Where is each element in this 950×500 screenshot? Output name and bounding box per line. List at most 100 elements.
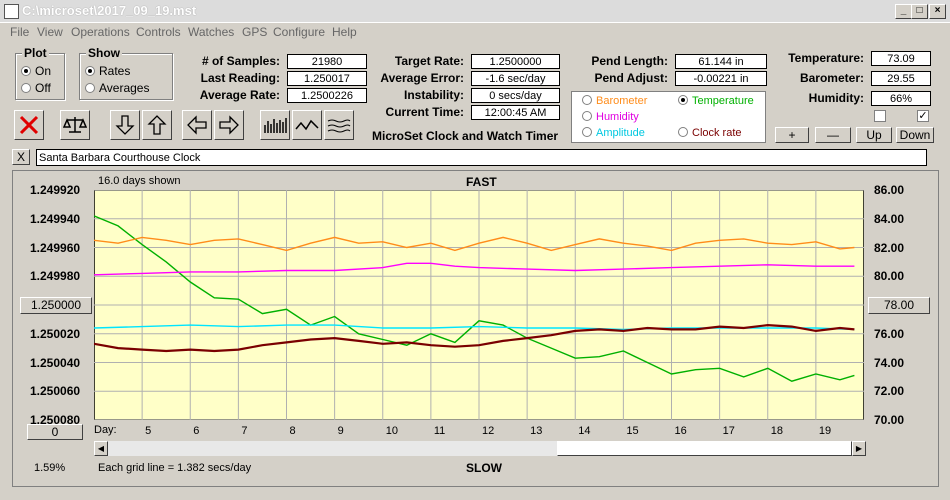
- day-tick-label: 6: [193, 425, 200, 437]
- stop-button[interactable]: [14, 110, 44, 140]
- title-bar: C:\microset\2017_09_19.mst _ □ ×: [0, 0, 950, 23]
- plot-on-label: On: [35, 64, 52, 78]
- target-rate-label: Target Rate:: [394, 54, 464, 68]
- legend-barometer-radio[interactable]: Barometer: [582, 95, 647, 107]
- menu-file[interactable]: File: [10, 25, 30, 39]
- right-center-value-button[interactable]: 78.00: [868, 297, 930, 314]
- up-button[interactable]: Up: [856, 127, 892, 143]
- corner-percent: 1.59%: [34, 462, 66, 474]
- left-axis-tick: 1.249980: [30, 269, 81, 284]
- minus-button[interactable]: —: [815, 127, 851, 143]
- day-tick-label: 17: [722, 425, 735, 437]
- right-axis-tick: 84.00: [874, 211, 905, 226]
- plot-on-radio[interactable]: On: [21, 64, 51, 78]
- grid-note: Each grid line = 1.382 secs/day: [98, 462, 252, 474]
- samples-label: # of Samples:: [201, 54, 280, 68]
- series-barometer-line: [94, 236, 855, 252]
- clear-clock-name-button[interactable]: X: [12, 149, 30, 165]
- wave-view-button[interactable]: [292, 110, 322, 140]
- left-axis-tick: 1.249960: [30, 240, 81, 255]
- show-group-title: Show: [86, 46, 122, 60]
- day-tick-label: 10: [385, 425, 398, 437]
- scroll-left-button[interactable]: [182, 110, 212, 140]
- scroll-right-arrow[interactable]: ▶: [852, 441, 866, 456]
- chart-plot-area: [94, 190, 864, 420]
- checkbox-left[interactable]: [874, 110, 886, 122]
- last-reading-label: Last Reading:: [200, 71, 280, 85]
- left-axis-tick: 1.249940: [30, 211, 81, 226]
- scroll-left-arrow[interactable]: ◀: [94, 441, 108, 456]
- scroll-down-button[interactable]: [110, 110, 140, 140]
- bar-view-button[interactable]: [260, 110, 290, 140]
- day-tick-label: 9: [337, 425, 344, 437]
- menu-configure[interactable]: Configure: [273, 25, 326, 39]
- samples-field: 21980: [287, 54, 367, 69]
- arrow-down-icon: [115, 115, 135, 135]
- series-humidity-line: [94, 262, 855, 276]
- menu-help[interactable]: Help: [332, 25, 357, 39]
- slow-label: SLOW: [466, 461, 502, 475]
- legend-clockrate-radio[interactable]: Clock rate: [678, 127, 742, 139]
- scroll-up-button[interactable]: [142, 110, 172, 140]
- right-axis-tick: 76.00: [874, 326, 905, 341]
- legend-temperature-radio[interactable]: Temperature: [678, 95, 754, 107]
- scroll-right-button[interactable]: [214, 110, 244, 140]
- average-rate-label: Average Rate:: [199, 88, 280, 102]
- plot-frame: [12, 170, 939, 487]
- temperature-label: Temperature:: [788, 51, 864, 65]
- scroll-thumb[interactable]: [557, 441, 852, 456]
- menu-view[interactable]: View: [37, 25, 63, 39]
- checkbox-right[interactable]: ✓: [917, 110, 929, 122]
- average-rate-field: 1.2500226: [287, 88, 367, 103]
- show-averages-radio[interactable]: Averages: [85, 81, 149, 95]
- menu-gps[interactable]: GPS: [242, 25, 268, 39]
- average-error-label: Average Error:: [380, 71, 464, 85]
- left-axis-tick: 1.250020: [30, 326, 81, 341]
- chart-scrollbar[interactable]: ◀ ▶: [94, 441, 866, 456]
- show-rates-radio[interactable]: Rates: [85, 64, 130, 78]
- left-axis-tick: 1.250060: [30, 384, 81, 399]
- pend-adjust-label: Pend Adjust:: [594, 71, 668, 85]
- menu-operations[interactable]: Operations: [71, 25, 130, 39]
- lines-view-button[interactable]: [324, 110, 354, 140]
- day-tick-label: 13: [530, 425, 543, 437]
- plot-group: Plot On Off: [15, 46, 65, 100]
- left-axis-tick: 1.250080: [30, 413, 81, 427]
- balance-button[interactable]: [60, 110, 90, 140]
- down-button[interactable]: Down: [896, 127, 934, 143]
- right-axis-tick: 82.00: [874, 240, 905, 255]
- day-tick-label: 18: [770, 425, 783, 437]
- legend-amplitude-radio[interactable]: Amplitude: [582, 127, 645, 139]
- plot-off-radio[interactable]: Off: [21, 81, 51, 95]
- menu-controls[interactable]: Controls: [136, 25, 181, 39]
- day-tick-label: 5: [145, 425, 152, 437]
- instability-field: 0 secs/day: [471, 88, 560, 103]
- plot-off-label: Off: [35, 81, 51, 95]
- legend-amplitude-label: Amplitude: [596, 127, 645, 139]
- series-legend: Barometer Temperature Humidity Amplitude…: [571, 91, 766, 143]
- right-axis-tick: 72.00: [874, 384, 905, 399]
- arrow-up-icon: [147, 115, 167, 135]
- clock-name-field[interactable]: Santa Barbara Courthouse Clock: [36, 149, 927, 166]
- left-bottom-value-button[interactable]: 0: [27, 424, 83, 440]
- show-group: Show Rates Averages: [79, 46, 173, 100]
- day-tick-label: 12: [482, 425, 495, 437]
- day-tick-label: 11: [433, 425, 446, 437]
- balance-scale-icon: [63, 117, 87, 133]
- current-time-label: Current Time:: [385, 105, 464, 119]
- app-name: MicroSet Clock and Watch Timer: [372, 129, 559, 143]
- plot-group-title: Plot: [22, 46, 49, 60]
- lines-icon: [327, 119, 351, 133]
- app-icon[interactable]: [4, 4, 19, 19]
- series-clockrate-line: [94, 323, 855, 353]
- minimize-button[interactable]: _: [895, 4, 912, 19]
- maximize-button[interactable]: □: [911, 4, 928, 19]
- legend-humidity-radio[interactable]: Humidity: [582, 111, 639, 123]
- fast-label: FAST: [466, 175, 497, 189]
- menu-bar: File View Operations Controls Watches GP…: [0, 23, 950, 41]
- menu-watches[interactable]: Watches: [188, 25, 235, 39]
- plus-button[interactable]: +: [775, 127, 809, 143]
- close-window-button[interactable]: ×: [929, 4, 946, 19]
- day-tick-label: 7: [241, 425, 248, 437]
- left-center-value-button[interactable]: 1.250000: [20, 297, 92, 314]
